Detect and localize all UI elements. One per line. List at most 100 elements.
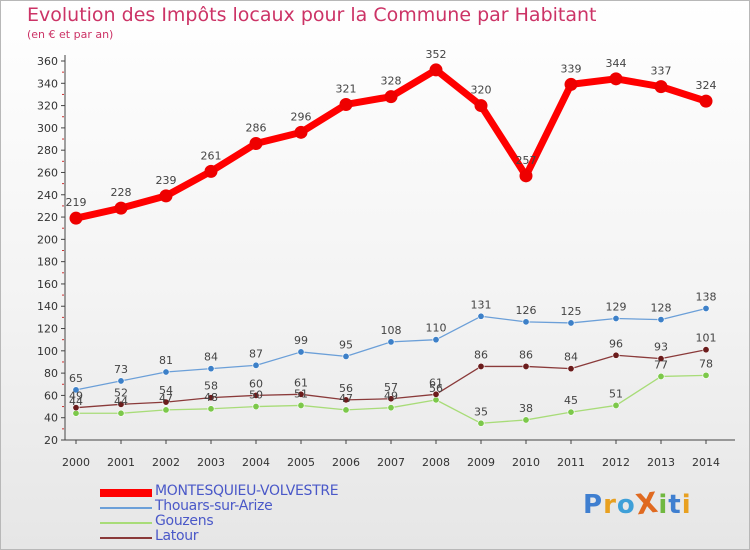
data-point	[387, 404, 395, 412]
y-tick-label: 360	[37, 55, 58, 68]
x-tick-label: 2014	[692, 456, 720, 469]
data-label: 73	[114, 363, 128, 376]
y-tick-label: 40	[44, 412, 58, 425]
data-label: 86	[474, 348, 488, 361]
data-label: 87	[249, 347, 263, 360]
data-point	[387, 395, 395, 403]
x-tick-label: 2003	[197, 456, 225, 469]
data-label: 320	[471, 84, 492, 97]
data-point	[339, 97, 353, 111]
data-label: 296	[291, 110, 312, 123]
data-point	[609, 72, 623, 86]
data-label: 110	[426, 322, 447, 335]
data-label: 45	[564, 394, 578, 407]
data-label: 50	[249, 389, 263, 402]
data-label: 86	[519, 348, 533, 361]
data-point	[612, 351, 620, 359]
series-lines	[69, 63, 713, 427]
data-label: 44	[114, 395, 128, 408]
y-tick-label: 200	[37, 233, 58, 246]
data-label: 138	[696, 290, 717, 303]
legend-swatch	[100, 537, 152, 539]
logo-letter: i	[658, 490, 669, 520]
data-label: 339	[561, 62, 582, 75]
data-label: 78	[699, 357, 713, 370]
data-point	[702, 346, 710, 354]
data-point	[567, 319, 575, 327]
data-label: 337	[651, 65, 672, 78]
data-label: 61	[429, 376, 443, 389]
x-tick-label: 2007	[377, 456, 405, 469]
y-tick-label: 280	[37, 144, 58, 157]
x-tick-label: 2009	[467, 456, 495, 469]
chart-subtitle: (en € et par an)	[27, 28, 114, 41]
data-label: 56	[429, 382, 443, 395]
y-tick-label: 140	[37, 300, 58, 313]
data-label: 51	[609, 387, 623, 400]
data-point	[252, 391, 260, 399]
data-point	[207, 394, 215, 402]
data-label: 324	[696, 79, 717, 92]
data-label: 219	[66, 196, 87, 209]
data-label: 60	[249, 377, 263, 390]
data-point	[477, 362, 485, 370]
x-tick-label: 2006	[332, 456, 360, 469]
data-point	[612, 314, 620, 322]
data-point	[522, 416, 530, 424]
logo-letter: o	[616, 490, 636, 520]
data-point	[294, 125, 308, 139]
data-point	[564, 77, 578, 91]
legend-label: Latour	[155, 528, 199, 544]
data-point	[342, 406, 350, 414]
data-label: 321	[336, 82, 357, 95]
data-point	[114, 201, 128, 215]
legend-item: Thouars-sur-Arize	[100, 498, 430, 515]
data-label: 125	[561, 305, 582, 318]
y-tick-label: 100	[37, 345, 58, 358]
data-label: 286	[246, 121, 267, 134]
data-label: 48	[204, 391, 218, 404]
y-tick-label: 240	[37, 189, 58, 202]
data-point	[72, 386, 80, 394]
data-point	[342, 396, 350, 404]
data-point	[384, 90, 398, 104]
data-label: 328	[381, 75, 402, 88]
data-label: 352	[426, 48, 447, 61]
data-point	[657, 355, 665, 363]
data-label: 344	[606, 57, 627, 70]
legend-label: Thouars-sur-Arize	[155, 498, 273, 514]
legend-swatch	[100, 522, 152, 524]
data-point	[519, 169, 533, 183]
data-point	[477, 419, 485, 427]
data-point	[162, 406, 170, 414]
data-point	[522, 362, 530, 370]
data-label: 96	[609, 337, 623, 350]
data-label: 47	[159, 392, 173, 405]
data-label: 77	[654, 358, 668, 371]
data-point	[432, 390, 440, 398]
axes: 20 40 60 80 100 120 140 160 180 200 220 240 260 280 30…	[37, 55, 735, 469]
data-label: 35	[474, 405, 488, 418]
data-label: 44	[69, 395, 83, 408]
y-tick-label: 120	[37, 323, 58, 336]
y-tick-label: 180	[37, 256, 58, 269]
data-label: 126	[516, 304, 537, 317]
data-point	[522, 318, 530, 326]
data-label: 54	[159, 384, 173, 397]
logo-letter: X	[633, 485, 661, 522]
data-point	[162, 398, 170, 406]
data-label: 58	[204, 380, 218, 393]
legend-label: Gouzens	[155, 513, 214, 529]
logo-letter: i	[681, 490, 692, 520]
data-point	[477, 312, 485, 320]
data-label: 129	[606, 300, 627, 313]
legend-swatch	[100, 489, 152, 497]
y-tick-label: 80	[44, 367, 58, 380]
data-point	[297, 348, 305, 356]
data-point	[159, 189, 173, 203]
data-label: 261	[201, 149, 222, 162]
data-label: 51	[294, 387, 308, 400]
data-point	[117, 409, 125, 417]
data-label: 49	[384, 390, 398, 403]
